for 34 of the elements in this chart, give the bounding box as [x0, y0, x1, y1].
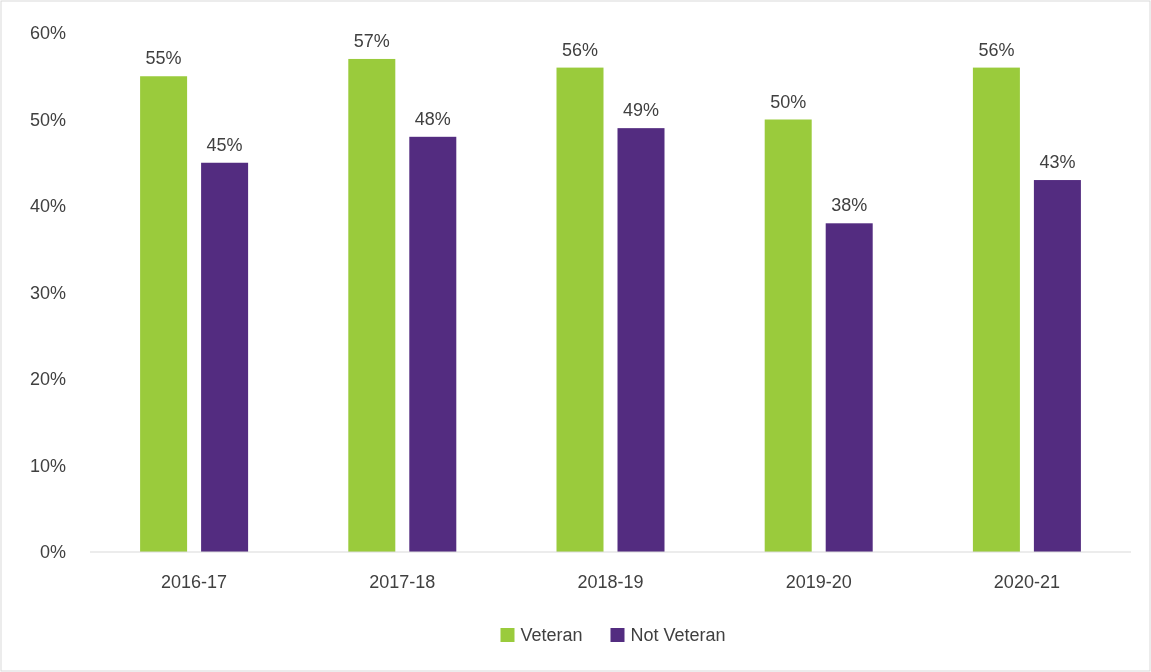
data-label: 45% — [206, 134, 243, 155]
x-tick-label: 2017-18 — [369, 572, 436, 592]
y-tick-label: 30% — [29, 282, 66, 303]
bar — [201, 162, 249, 552]
bar — [825, 223, 873, 552]
y-tick-label: 50% — [29, 109, 66, 130]
data-label: 55% — [145, 48, 182, 69]
data-label: 38% — [831, 195, 868, 216]
bar — [556, 67, 604, 552]
y-tick-label: 40% — [29, 196, 66, 217]
legend-label: Not Veteran — [630, 625, 726, 646]
data-label: 48% — [414, 108, 451, 129]
bar — [140, 76, 188, 552]
x-tick-label: 2020-21 — [993, 572, 1060, 592]
data-label: 50% — [770, 91, 807, 112]
bar — [1033, 180, 1081, 552]
bar — [348, 58, 396, 552]
legend-label: Veteran — [520, 625, 583, 646]
y-tick-label: 60% — [29, 23, 66, 44]
y-tick-label: 0% — [39, 542, 66, 563]
x-tick-label: 2019-20 — [785, 572, 852, 592]
x-tick-label: 2016-17 — [161, 572, 228, 592]
data-label: 56% — [561, 39, 599, 60]
bar — [764, 119, 812, 552]
bar — [409, 136, 457, 552]
y-tick-label: 10% — [29, 455, 66, 476]
y-tick-label: 20% — [29, 369, 66, 390]
data-label: 43% — [1039, 152, 1076, 173]
data-label: 57% — [353, 30, 390, 51]
bar — [617, 128, 665, 552]
data-label: 49% — [622, 100, 660, 121]
bar — [972, 67, 1020, 552]
x-tick-label: 2018-19 — [577, 572, 644, 592]
data-label: 56% — [978, 39, 1015, 60]
